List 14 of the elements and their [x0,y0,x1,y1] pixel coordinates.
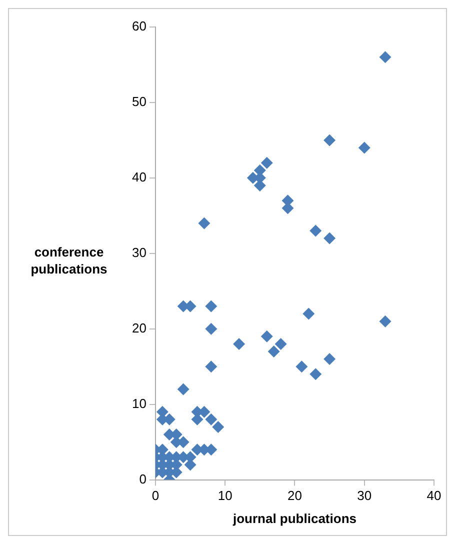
x-tick-label: 30 [357,488,372,504]
y-tick-label: 50 [132,94,146,110]
x-tick-label: 40 [426,488,442,504]
y-tick-label: 20 [132,320,146,336]
y-tick-label: 40 [132,170,146,185]
y-tick-label: 0 [139,471,146,486]
y-tick-label: 60 [132,18,146,34]
y-axis-title: conference publications [30,244,108,276]
y-tick-label: 10 [132,396,146,411]
x-tick-label: 20 [287,488,302,504]
x-axis-title: journal publications [232,510,356,526]
x-tick-label: 0 [152,488,160,504]
y-tick-label: 30 [132,244,146,260]
x-tick-label: 10 [218,488,232,504]
